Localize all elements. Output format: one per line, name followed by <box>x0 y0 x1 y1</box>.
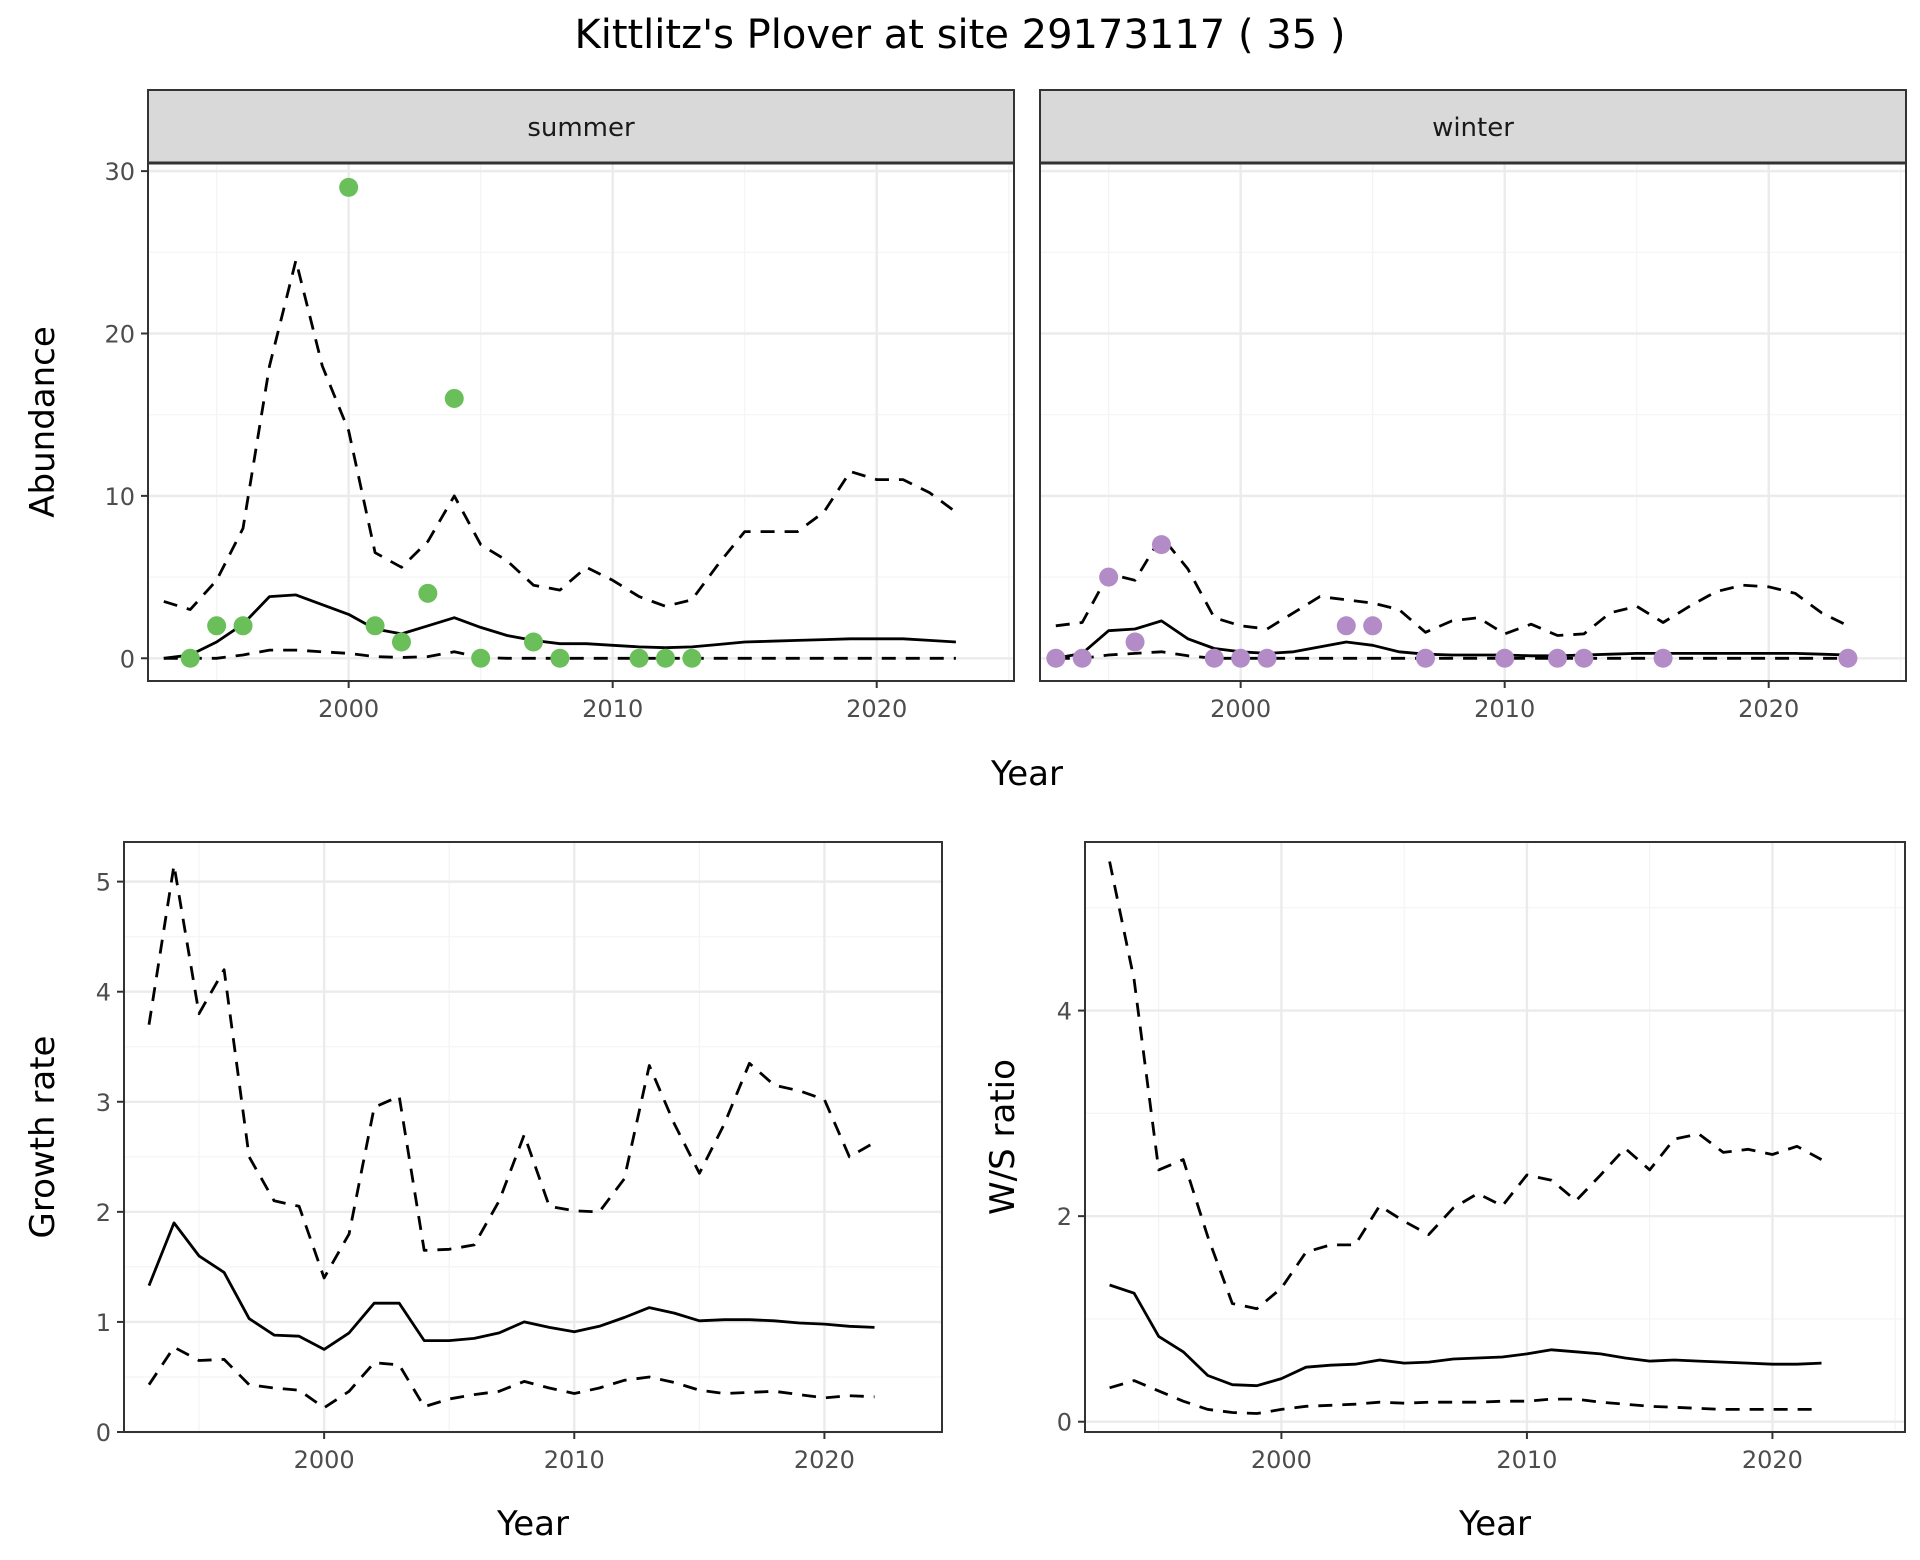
panel-border <box>123 841 943 1433</box>
lower-bound-line <box>163 648 956 660</box>
observed-point <box>180 648 200 668</box>
observed-point <box>1336 616 1356 636</box>
observed-point <box>1653 648 1673 668</box>
x-tick-label: 2020 <box>1742 1446 1803 1474</box>
observed-point <box>1072 648 1092 668</box>
panel-border <box>1039 162 1907 682</box>
panel-background <box>124 842 942 1432</box>
y-tick-label: 2 <box>1057 1203 1072 1231</box>
growth-rate-chart: 2000 2010 2020 0 1 2 3 4 5 Year Growth rate <box>23 841 943 1544</box>
x-axis-title: Year <box>1458 1504 1531 1544</box>
observed-point <box>1415 648 1435 668</box>
observed-point <box>365 616 385 636</box>
observed-point <box>233 616 253 636</box>
facet-winter: winter 2000 2010 2020 <box>1039 89 1907 723</box>
lower-bound-line <box>1055 650 1848 660</box>
observed-point <box>444 388 464 408</box>
panel-background <box>148 163 1014 681</box>
y-axis-title: Growth rate <box>23 1036 63 1239</box>
x-tick-label: 2020 <box>1738 695 1799 723</box>
y-axis-title: Abundance <box>23 326 63 518</box>
panel-background <box>1040 163 1906 681</box>
y-tick-label: 10 <box>104 483 135 511</box>
ws-ratio-chart: 2000 2010 2020 0 2 4 Year W/S ratio <box>983 841 1906 1544</box>
y-tick-label: 5 <box>96 869 111 897</box>
upper-bound-line <box>1108 861 1823 1311</box>
strip-summer <box>147 89 1015 164</box>
observed-point <box>207 616 227 636</box>
observed-point <box>1125 632 1145 652</box>
observed-point <box>418 583 438 603</box>
x-tick-label: 2010 <box>1496 1446 1557 1474</box>
strip-label: summer <box>527 113 635 143</box>
x-tick-label: 2020 <box>846 695 907 723</box>
observed-point <box>391 632 411 652</box>
x-tick-label: 2000 <box>318 695 379 723</box>
observed-point <box>1204 648 1224 668</box>
x-tick-label: 2010 <box>544 1446 605 1474</box>
mean-line <box>147 1221 875 1351</box>
strip-winter <box>1039 89 1907 164</box>
upper-bound-line <box>147 863 876 1280</box>
upper-bound-line <box>1055 535 1849 637</box>
y-axis-title: W/S ratio <box>983 1059 1023 1215</box>
observed-point <box>550 648 570 668</box>
x-tick-label: 2020 <box>794 1446 855 1474</box>
y-tick-label: 0 <box>96 1419 111 1447</box>
y-tick-label: 20 <box>104 321 135 349</box>
observed-point <box>1574 648 1594 668</box>
x-tick-label: 2000 <box>294 1446 355 1474</box>
observed-point <box>1257 648 1277 668</box>
abundance-chart: summer 2000 2010 2020 0 10 20 30 winter 2000 2010 2… <box>23 89 1907 794</box>
observed-point <box>339 177 359 197</box>
observed-point <box>1151 535 1171 555</box>
observed-point <box>1838 648 1858 668</box>
observed-point <box>1547 648 1567 668</box>
lower-bound-line <box>1109 1379 1822 1415</box>
x-tick-label: 2010 <box>1474 695 1535 723</box>
panel-border <box>1084 841 1906 1433</box>
observed-point <box>682 648 702 668</box>
panel-background <box>1085 842 1905 1432</box>
y-tick-label: 4 <box>96 979 111 1007</box>
y-tick-label: 0 <box>120 645 135 673</box>
y-tick-label: 4 <box>1057 998 1072 1026</box>
y-tick-label: 1 <box>96 1309 111 1337</box>
y-tick-label: 0 <box>1057 1409 1072 1437</box>
observed-point <box>1363 616 1383 636</box>
observed-point <box>1099 567 1119 587</box>
x-tick-label: 2010 <box>582 695 643 723</box>
observed-point <box>523 632 543 652</box>
mean-line <box>1055 619 1848 660</box>
x-axis-title: Year <box>990 754 1063 794</box>
x-axis-title: Year <box>496 1504 569 1544</box>
observed-point <box>471 648 491 668</box>
x-tick-label: 2000 <box>1210 695 1271 723</box>
panel-border <box>147 162 1015 682</box>
facet-summer: summer 2000 2010 2020 0 10 20 30 <box>104 89 1015 723</box>
upper-bound-line <box>163 259 957 611</box>
y-tick-label: 3 <box>96 1089 111 1117</box>
figure-title: Kittlitz's Plover at site 29173117 ( 35 … <box>574 12 1345 58</box>
observed-point <box>1495 648 1515 668</box>
observed-point <box>629 648 649 668</box>
mean-line <box>163 593 956 660</box>
y-tick-label: 2 <box>96 1199 111 1227</box>
x-tick-label: 2000 <box>1251 1446 1312 1474</box>
lower-bound-line <box>147 1345 875 1410</box>
observed-point <box>1231 648 1251 668</box>
observed-point <box>655 648 675 668</box>
observed-point <box>1046 648 1066 668</box>
strip-label: winter <box>1432 113 1514 143</box>
y-tick-label: 30 <box>104 158 135 186</box>
mean-line <box>1109 1283 1822 1388</box>
